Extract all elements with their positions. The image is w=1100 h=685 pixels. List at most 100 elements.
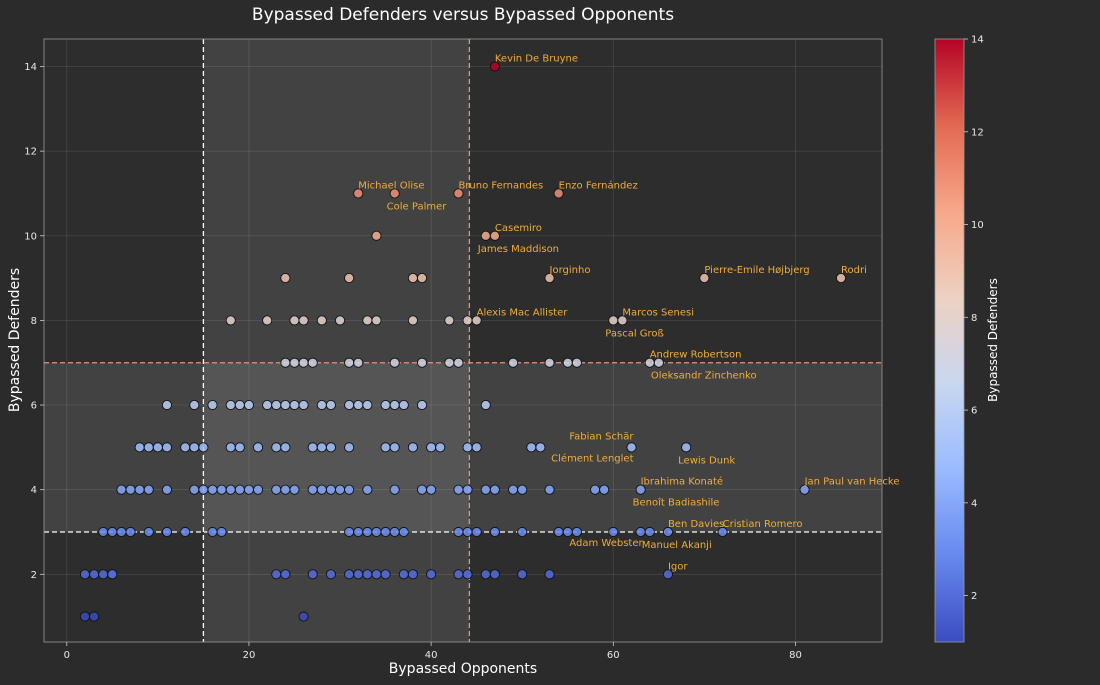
data-point: [835, 273, 847, 284]
colorbar-tick-label: 12: [971, 127, 984, 138]
player-annotation: Manuel Akanji: [642, 540, 712, 551]
data-point: [344, 357, 355, 368]
colorbar-tick-label: 10: [971, 220, 984, 231]
data-point: [307, 484, 318, 495]
data-point: [298, 399, 309, 411]
plot-area: [44, 39, 882, 642]
x-tick-label: 40: [425, 650, 438, 661]
data-point: [435, 442, 446, 453]
data-point: [471, 442, 482, 453]
data-point: [398, 526, 409, 538]
chart-title: Bypassed Defenders versus Bypassed Oppon…: [252, 5, 674, 25]
data-point: [161, 526, 173, 538]
data-point: [298, 315, 309, 326]
player-annotation: Fabian Schär: [569, 431, 634, 442]
colorbar-tick-label: 14: [971, 35, 984, 46]
data-point: [544, 484, 555, 495]
data-point: [462, 526, 473, 538]
data-point: [79, 611, 91, 622]
data-point: [462, 484, 473, 495]
data-point: [462, 569, 473, 580]
data-point: [161, 399, 173, 411]
data-point: [471, 315, 482, 326]
data-point: [699, 273, 710, 284]
data-point: [799, 484, 810, 495]
data-point: [143, 526, 154, 538]
data-point: [426, 484, 437, 495]
data-point: [416, 357, 428, 368]
data-point: [453, 188, 464, 199]
data-point: [389, 188, 400, 199]
colorbar: [934, 38, 965, 643]
player-annotation: James Maddison: [477, 244, 559, 255]
y-axis-label: Bypassed Defenders: [7, 268, 23, 412]
data-point: [653, 357, 664, 368]
data-point: [152, 442, 163, 453]
shaded-band-vertical: [203, 39, 470, 642]
player-annotation: Cristian Romero: [723, 519, 803, 530]
y-tick-label: 2: [31, 570, 37, 581]
data-point: [344, 526, 355, 538]
player-annotation: Jorginho: [549, 265, 591, 276]
data-point: [289, 357, 300, 368]
data-point: [125, 526, 136, 538]
data-point: [407, 273, 418, 284]
data-point: [389, 526, 400, 538]
player-annotation: Jan Paul van Hecke: [804, 477, 900, 488]
data-point: [635, 484, 646, 495]
data-point: [134, 442, 145, 453]
data-point: [243, 484, 254, 495]
data-point: [143, 484, 154, 495]
player-annotation: Ben Davies: [668, 519, 724, 530]
player-annotation: Clément Lenglet: [551, 452, 633, 464]
data-point: [371, 526, 382, 538]
data-point: [508, 484, 519, 495]
x-tick-label: 60: [607, 650, 620, 661]
data-point: [480, 399, 491, 411]
data-point: [416, 273, 428, 284]
data-point: [89, 611, 100, 622]
data-point: [480, 484, 491, 495]
data-point: [316, 315, 327, 326]
player-annotations: Kevin De Bruyne Michael Olise Bruno Fernan…: [358, 54, 899, 573]
shaded-regions: [44, 39, 882, 642]
data-point: [462, 315, 473, 326]
player-annotation: Igor: [668, 561, 688, 572]
data-points: [79, 61, 847, 622]
data-point: [644, 526, 655, 538]
data-point: [253, 484, 264, 495]
data-point: [344, 442, 355, 453]
data-point: [316, 442, 327, 453]
data-point: [416, 399, 428, 411]
data-point: [280, 484, 291, 495]
player-annotation: Pierre-Emile Højbjerg: [704, 265, 809, 276]
data-point: [489, 526, 500, 538]
y-tick-label: 4: [31, 485, 37, 496]
data-point: [480, 569, 491, 580]
data-point: [225, 442, 236, 453]
data-point: [608, 526, 619, 538]
data-point: [489, 484, 500, 495]
data-point: [608, 315, 619, 326]
data-point: [107, 526, 118, 538]
data-point: [143, 442, 154, 453]
data-point: [571, 357, 582, 368]
data-point: [98, 569, 109, 580]
player-annotation: Ibrahima Konaté: [641, 476, 723, 488]
data-point: [325, 442, 336, 453]
data-point: [453, 357, 464, 368]
data-point: [407, 442, 418, 453]
player-annotation: Cole Palmer: [387, 201, 448, 212]
data-point: [517, 526, 528, 538]
data-point: [389, 399, 400, 411]
data-point: [426, 569, 437, 580]
data-point: [489, 569, 500, 580]
x-axis-label: Bypassed Opponents: [389, 661, 537, 677]
data-point: [253, 442, 264, 453]
data-point: [544, 569, 555, 580]
data-point: [180, 442, 191, 453]
data-point: [307, 569, 318, 580]
data-point: [362, 569, 373, 580]
data-point: [517, 484, 528, 495]
player-annotation: Rodri: [841, 265, 867, 276]
